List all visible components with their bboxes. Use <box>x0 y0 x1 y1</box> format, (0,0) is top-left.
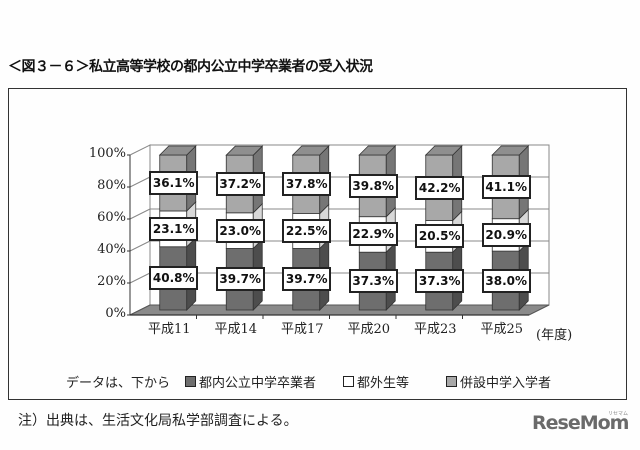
source-note: 注）出典は、生活文化局私学部調査による。 <box>18 413 298 429</box>
data-label: 20.5% <box>415 224 465 249</box>
data-label: 37.3% <box>415 269 465 294</box>
data-label: 20.9% <box>481 222 531 247</box>
data-label: 38.0% <box>481 268 531 293</box>
data-label: 37.8% <box>282 172 332 197</box>
legend-swatch-light <box>446 376 457 387</box>
legend-item-outside-tokyo: 都外生等 <box>343 372 409 391</box>
x-tick-label: 平成25 <box>480 322 524 337</box>
legend-swatch-white <box>343 376 354 387</box>
resemom-logo-sub: リセマム <box>608 411 629 417</box>
gridline-side <box>129 208 151 220</box>
data-label: 42.2% <box>415 175 465 200</box>
legend-label: 併設中学入学者 <box>460 376 552 391</box>
x-tick-label: 平成23 <box>413 322 457 337</box>
x-tick-label: 平成14 <box>214 322 258 337</box>
y-tick-label: 80% <box>97 178 126 193</box>
data-label: 37.2% <box>215 171 265 196</box>
legend-label: 都外生等 <box>357 376 410 391</box>
y-tick-label: 60% <box>97 210 126 225</box>
data-label: 39.8% <box>348 173 398 198</box>
legend-item-public-jhs: 都内公立中学卒業者 <box>185 372 316 391</box>
data-label: 36.1% <box>149 170 199 195</box>
data-label: 39.7% <box>215 267 265 292</box>
bar-top <box>424 145 463 156</box>
side-wall <box>129 144 151 316</box>
data-label: 23.0% <box>215 218 265 243</box>
floor <box>129 304 550 316</box>
data-label: 39.7% <box>282 267 332 292</box>
bar-top <box>291 145 330 156</box>
data-label: 22.5% <box>282 219 332 244</box>
legend-prefix: データは、下から <box>66 376 171 391</box>
data-label: 40.8% <box>149 266 199 291</box>
legend-item-affiliated-jhs: 併設中学入学者 <box>446 372 551 391</box>
gridline-side <box>129 240 151 252</box>
x-tick-label: 平成17 <box>280 322 324 337</box>
bar-top <box>358 145 397 156</box>
legend-swatch-dark <box>185 376 196 387</box>
data-label: 23.1% <box>149 216 199 241</box>
gridline-side <box>129 272 151 284</box>
bar-top <box>491 145 530 156</box>
x-tick-label: 平成20 <box>347 322 391 337</box>
bar-top <box>158 145 197 156</box>
gridline-side <box>129 176 151 188</box>
data-label: 41.1% <box>481 174 531 199</box>
resemom-logo: ReseMom <box>532 412 629 434</box>
x-axis-unit: (年度) <box>536 328 573 343</box>
y-tick-label: 0% <box>105 306 126 321</box>
data-label: 22.9% <box>348 222 398 247</box>
x-tick-label: 平成11 <box>147 322 191 337</box>
figure-title: ＜図３－６＞私立高等学校の都内公立中学卒業者の受入状況 <box>8 59 373 75</box>
y-tick-label: 20% <box>97 274 126 289</box>
y-tick-label: 100% <box>88 146 126 161</box>
legend-label: 都内公立中学卒業者 <box>199 376 317 391</box>
y-tick-label: 40% <box>97 242 126 257</box>
bar-top <box>225 145 264 156</box>
data-label: 37.3% <box>348 269 398 294</box>
